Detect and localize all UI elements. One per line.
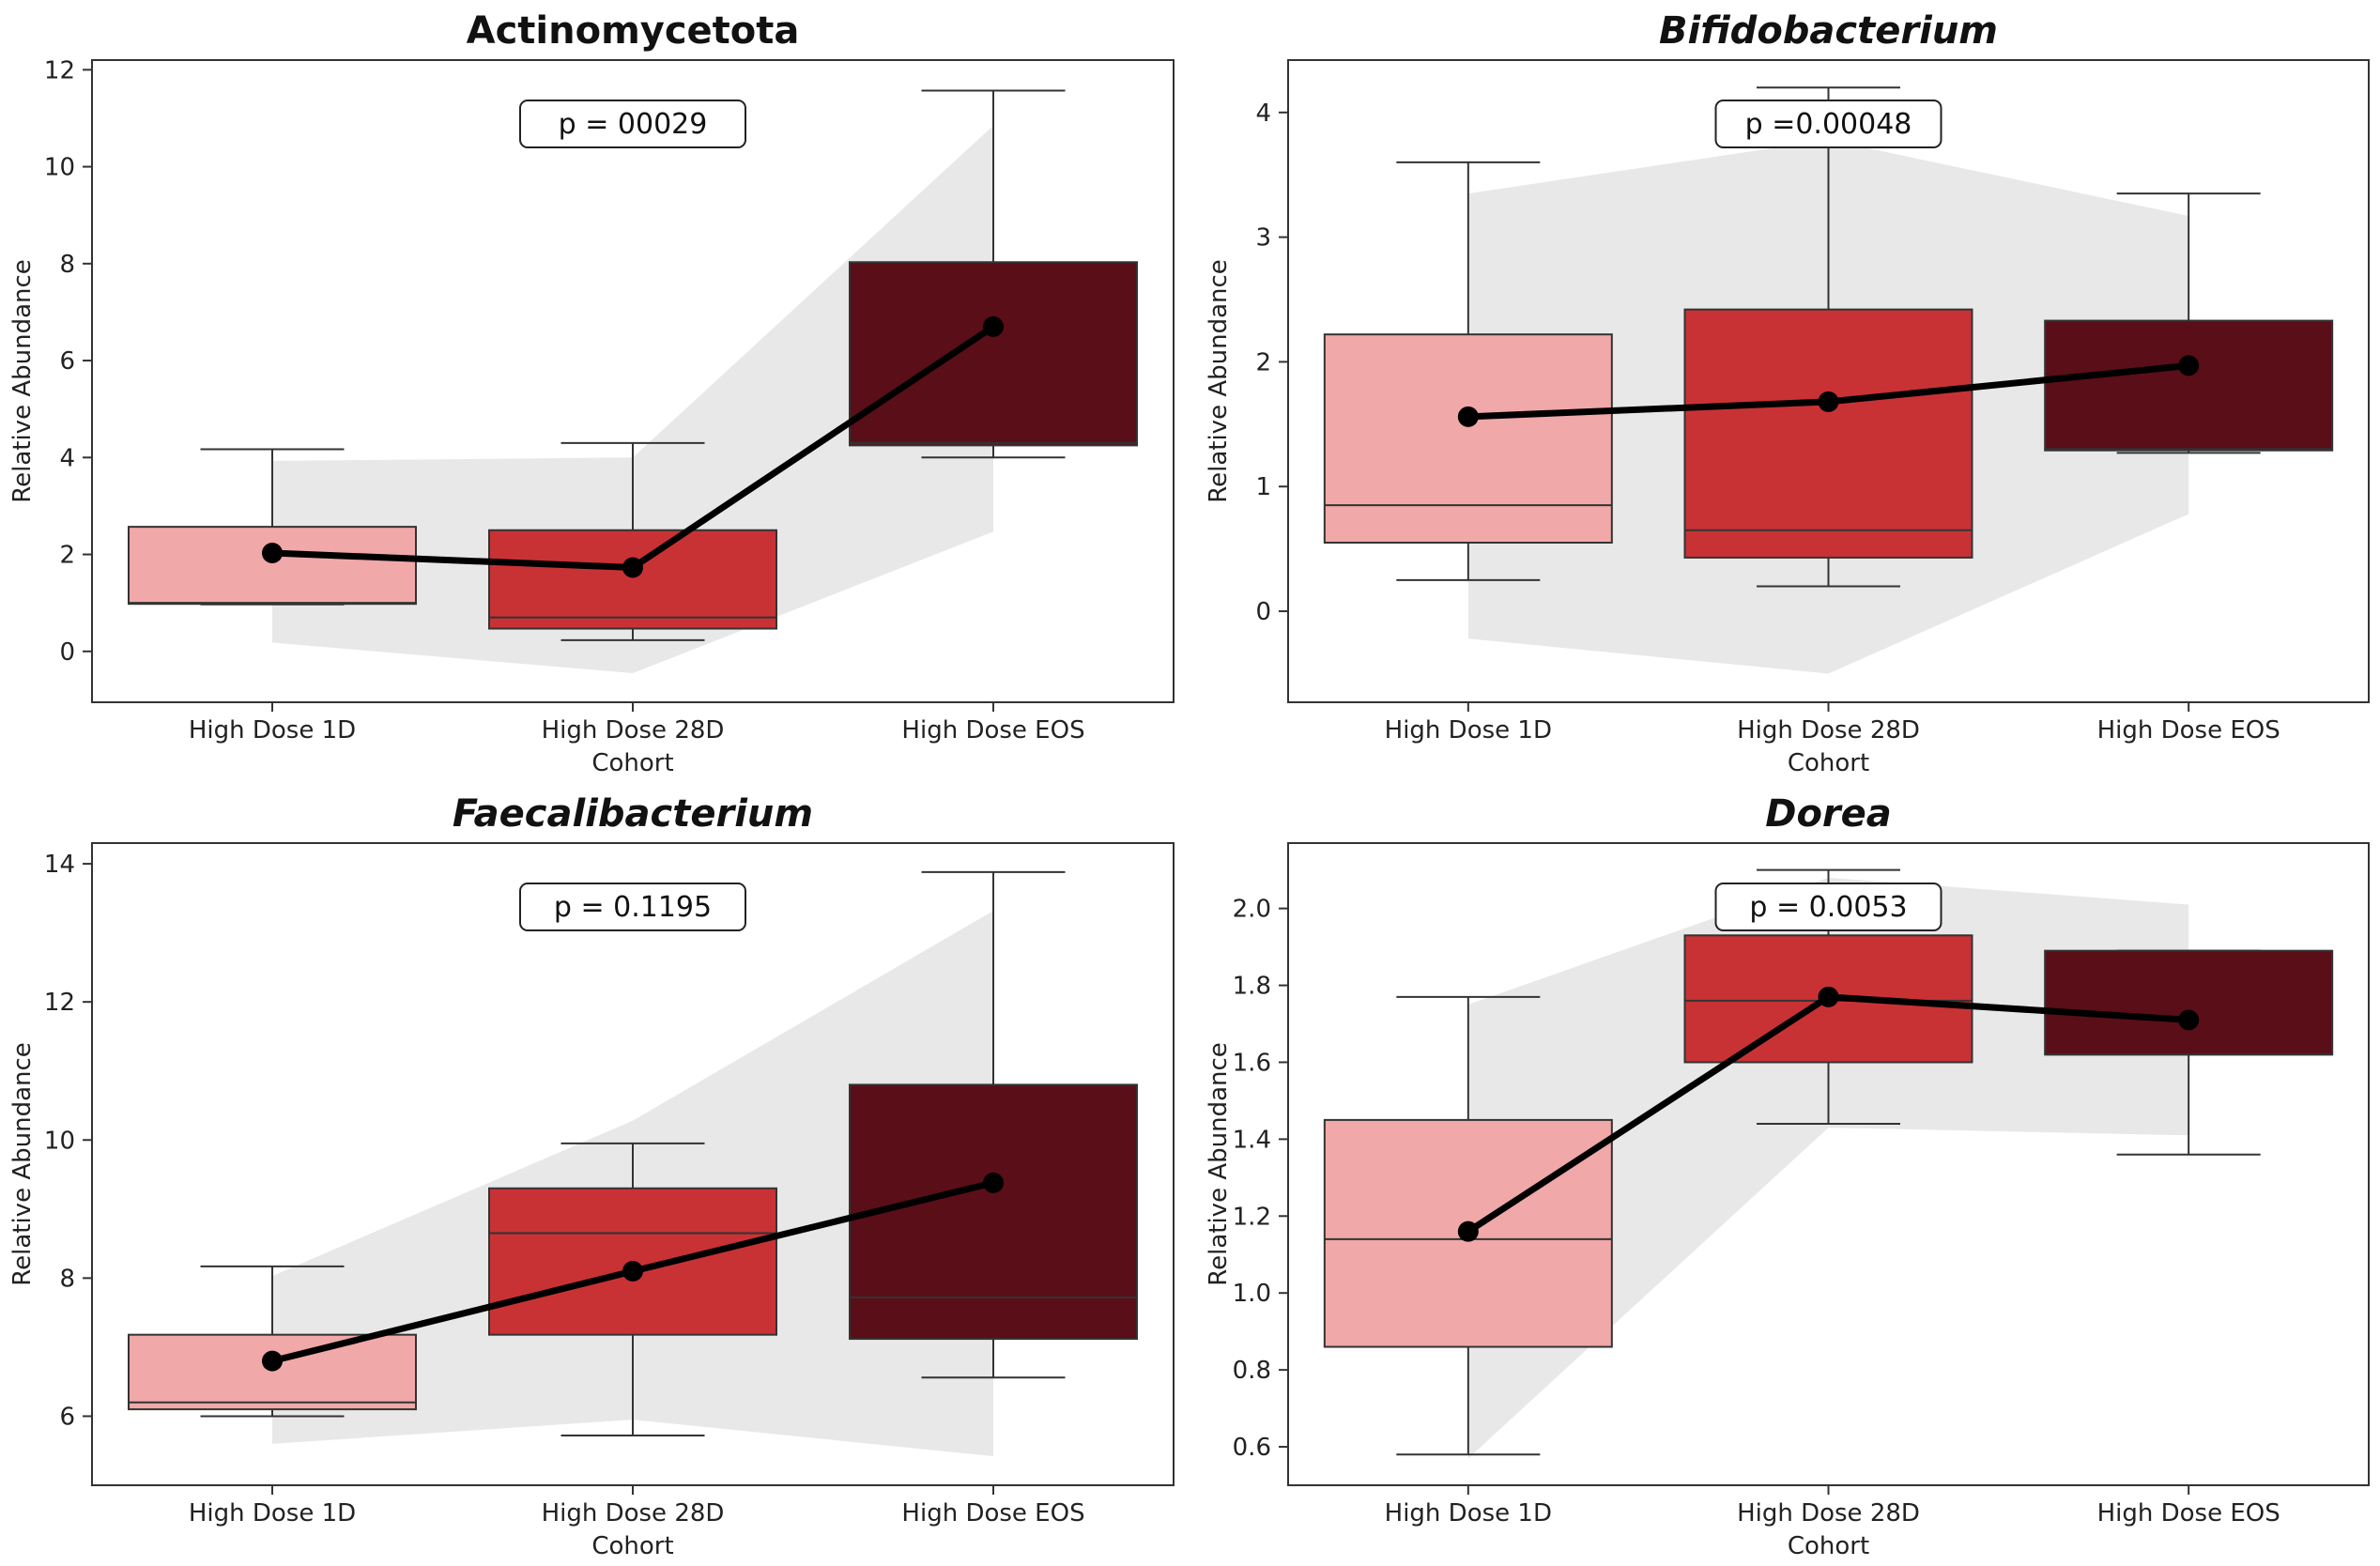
- box-body: [2044, 949, 2334, 1056]
- box-body: [849, 1083, 1138, 1341]
- y-tick-label: 8: [59, 1265, 75, 1293]
- confidence-band: [1467, 877, 2189, 1459]
- y-axis-label: Relative Abundance: [8, 259, 37, 503]
- p-value-box: [519, 100, 746, 148]
- y-tick-label: 4: [1255, 100, 1271, 128]
- p-value-box: [1714, 883, 1942, 931]
- y-tick-label: 3: [1255, 224, 1271, 253]
- y-tick-label: 0.8: [1233, 1357, 1271, 1385]
- y-tick-label: 2: [59, 542, 75, 570]
- y-tick-label: 1.8: [1233, 973, 1271, 1001]
- panel-title: Bifidobacterium: [1659, 9, 1998, 53]
- y-tick-label: 6: [59, 1403, 75, 1431]
- p-value-box: [1714, 100, 1942, 148]
- panel-title: Dorea: [1765, 792, 1892, 836]
- x-axis-label: Cohort: [591, 1532, 673, 1560]
- y-tick-label: 1.2: [1233, 1203, 1271, 1231]
- x-tick-label: High Dose EOS: [2097, 1499, 2280, 1528]
- mean-point: [2178, 1009, 2200, 1031]
- x-tick-label: High Dose 1D: [189, 716, 356, 745]
- box-3: [849, 89, 1138, 459]
- panel-2: 0 1 2 3 4 High Dose 1D High Dose 28D High Dose …: [1205, 9, 2370, 777]
- p-value-label: p =0.00048: [1745, 108, 1912, 141]
- panel-3: 6 8 10 12 14 High Dose 1D High Dose 28D High Do…: [8, 792, 1175, 1560]
- x-tick-label: High Dose 1D: [1385, 1499, 1552, 1528]
- x-tick-label: High Dose 28D: [542, 1499, 725, 1528]
- box-body: [849, 261, 1138, 447]
- mean-point: [983, 1172, 1004, 1193]
- y-tick-label: 1.0: [1233, 1280, 1271, 1308]
- panel-title: Faecalibacterium: [453, 792, 813, 836]
- y-axis-label: Relative Abundance: [8, 1042, 37, 1286]
- box-2: [488, 441, 777, 641]
- y-axis-label: Relative Abundance: [1205, 259, 1233, 503]
- y-tick-label: 1.4: [1233, 1126, 1271, 1154]
- box-body: [1323, 333, 1613, 544]
- y-tick-label: 12: [44, 989, 75, 1017]
- box-3: [2044, 949, 2334, 1156]
- y-tick-label: 0: [59, 638, 75, 667]
- y-tick-label: 6: [59, 347, 75, 376]
- mean-point: [1457, 1221, 1479, 1242]
- x-tick-label: High Dose EOS: [901, 1499, 1084, 1528]
- y-tick-label: 12: [44, 56, 75, 84]
- x-axis-label: Cohort: [1788, 1532, 1869, 1560]
- y-tick-label: 1.6: [1233, 1049, 1271, 1077]
- box-1: [1323, 161, 1613, 581]
- y-tick-label: 8: [59, 251, 75, 279]
- y-axis-label: Relative Abundance: [1205, 1042, 1233, 1286]
- mean-point: [1818, 986, 1839, 1007]
- mean-point: [1457, 406, 1479, 427]
- box-body: [2044, 319, 2334, 452]
- mean-point: [983, 315, 1004, 337]
- confidence-band: [272, 125, 993, 674]
- mean-point: [2178, 355, 2200, 376]
- box-3: [2044, 192, 2334, 454]
- box-body: [1683, 308, 1973, 559]
- mean-point: [262, 1350, 283, 1372]
- panel-4: 0.6 0.8 1.0 1.2 1.4 1.6 1.8 2.0 High Dose 1D High…: [1205, 792, 2370, 1560]
- x-axis-label: Cohort: [591, 749, 673, 777]
- x-tick-label: High Dose 28D: [1737, 1499, 1920, 1528]
- box-3: [849, 870, 1138, 1379]
- x-axis-label: Cohort: [1788, 749, 1869, 777]
- y-tick-label: 2.0: [1233, 896, 1271, 924]
- panel-title: Actinomycetota: [467, 9, 800, 53]
- y-tick-label: 0: [1255, 598, 1271, 626]
- mean-point: [622, 557, 643, 578]
- y-tick-label: 0.6: [1233, 1434, 1271, 1462]
- y-tick-label: 14: [44, 851, 75, 879]
- box-1: [1323, 995, 1613, 1456]
- x-tick-label: High Dose EOS: [901, 716, 1084, 745]
- box-1: [128, 1265, 417, 1418]
- y-tick-label: 10: [44, 1127, 75, 1155]
- p-value-label: p = 00029: [559, 108, 708, 141]
- p-value-label: p = 0.1195: [554, 891, 712, 924]
- panel-1: 0 2 4 6 8 10 12 High Dose 1D High Dose 28D High D…: [8, 9, 1175, 777]
- box-2: [1683, 86, 1973, 588]
- mean-point: [1818, 391, 1839, 412]
- box-1: [128, 448, 417, 606]
- box-body: [128, 526, 417, 606]
- x-tick-label: High Dose 28D: [542, 716, 725, 745]
- x-tick-label: High Dose EOS: [2097, 716, 2280, 745]
- x-tick-label: High Dose 1D: [1385, 716, 1552, 745]
- p-value-box: [519, 883, 746, 931]
- mean-point: [262, 543, 283, 564]
- p-value-label: p = 0.0053: [1749, 891, 1907, 924]
- y-tick-label: 10: [44, 154, 75, 182]
- mean-point: [622, 1261, 643, 1282]
- x-tick-label: High Dose 1D: [189, 1499, 356, 1528]
- box-body: [128, 1333, 417, 1411]
- y-tick-label: 2: [1255, 348, 1271, 376]
- x-tick-label: High Dose 28D: [1737, 716, 1920, 745]
- box-body: [488, 529, 777, 630]
- y-tick-label: 1: [1255, 473, 1271, 501]
- y-tick-label: 4: [59, 444, 75, 472]
